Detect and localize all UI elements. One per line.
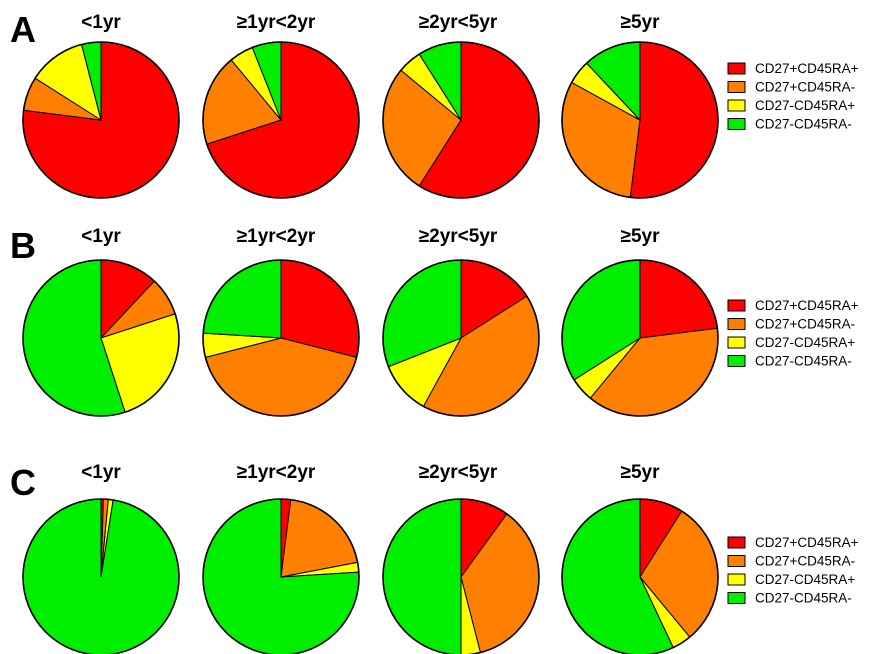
legend-label: CD27+CD45RA-: [755, 80, 855, 95]
legend-label: CD27-CD45RA+: [755, 335, 855, 350]
legend-label: CD27+CD45RA-: [755, 317, 855, 332]
pie-outline: [382, 498, 540, 654]
panel-label-a: A: [10, 9, 36, 50]
legend-label: CD27+CD45RA+: [755, 61, 859, 76]
legend-label: CD27+CD45RA+: [755, 298, 859, 313]
pie-slice-cd27negcd45raneg: [382, 498, 462, 654]
pie-title: ≥2yr<5yr: [419, 462, 498, 483]
pie-title: ≥2yr<5yr: [419, 12, 498, 33]
panel-label-b: B: [10, 225, 36, 266]
pie-title: ≥2yr<5yr: [419, 226, 498, 247]
legend-label: CD27-CD45RA-: [755, 354, 852, 369]
legend-swatch: [727, 99, 746, 112]
pie-outline: [22, 41, 180, 199]
pie-outline: [22, 498, 180, 654]
legend-label: CD27+CD45RA+: [755, 535, 859, 550]
legend-swatch: [727, 118, 746, 130]
legend-label: CD27+CD45RA-: [755, 554, 855, 569]
legend-swatch: [727, 355, 746, 367]
legend-label: CD27-CD45RA-: [755, 591, 852, 606]
pie-title: ≥5yr: [621, 226, 661, 247]
pie-outline: [22, 259, 180, 417]
pie-title: <1yr: [81, 12, 121, 33]
pie-outline: [561, 259, 719, 417]
pie-slice-cd27negcd45raneg: [202, 259, 282, 339]
pie-outline: [202, 259, 360, 417]
pie-outline: [382, 41, 540, 199]
pie-title: ≥5yr: [621, 462, 661, 483]
pie-outline: [202, 41, 360, 199]
pie-title: <1yr: [81, 226, 121, 247]
legend-label: CD27-CD45RA+: [755, 98, 855, 113]
legend-swatch: [727, 573, 746, 586]
legend-swatch: [727, 336, 746, 349]
legend-swatch: [727, 81, 746, 93]
pie-outline: [382, 259, 540, 417]
pie-slice-cd27poscd45rapos: [639, 259, 718, 339]
legend-swatch: [727, 592, 746, 604]
pie-slice-cd27poscd45rapos: [629, 41, 719, 199]
legend-label: CD27-CD45RA-: [755, 117, 852, 132]
legend-swatch: [727, 318, 746, 330]
pie-outline: [561, 41, 719, 199]
legend-swatch: [727, 299, 746, 312]
panel-label-c: C: [10, 462, 36, 503]
pie-outline: [561, 498, 719, 654]
pie-title: ≥1yr<2yr: [237, 226, 316, 247]
legend-swatch: [727, 62, 746, 75]
legend-label: CD27-CD45RA+: [755, 572, 855, 587]
pie-title: ≥1yr<2yr: [237, 462, 316, 483]
pie-outline: [202, 498, 360, 654]
pie-title: ≥1yr<2yr: [237, 12, 316, 33]
pie-title: <1yr: [81, 462, 121, 483]
legend-swatch: [727, 536, 746, 549]
pie-title: ≥5yr: [621, 12, 661, 33]
legend-swatch: [727, 555, 746, 567]
